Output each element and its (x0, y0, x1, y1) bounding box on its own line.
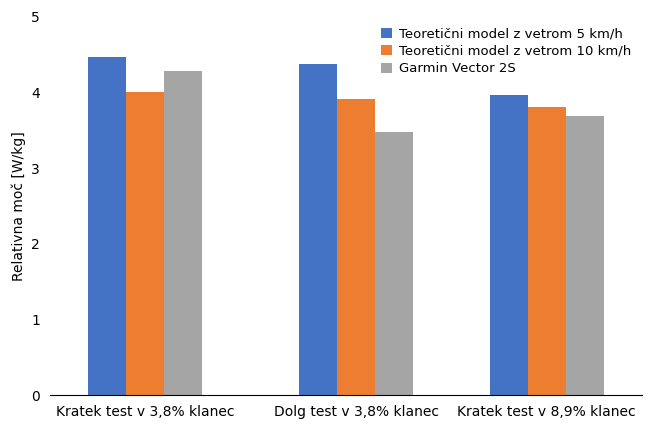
Bar (88, 58, 126, 395)
Y-axis label: Relativna moč [W/kg]: Relativna moč [W/kg] (11, 131, 26, 281)
Bar (376, 132, 413, 395)
Bar (299, 64, 337, 395)
Bar (126, 92, 164, 395)
Legend: Teoretični model z vetrom 5 km/h, Teoretični model z vetrom 10 km/h, Garmin Vect: Teoretični model z vetrom 5 km/h, Teoret… (377, 23, 635, 80)
Bar (527, 108, 566, 395)
Bar (490, 95, 527, 395)
Bar (337, 99, 376, 395)
Bar (566, 116, 604, 395)
Bar (164, 71, 202, 395)
